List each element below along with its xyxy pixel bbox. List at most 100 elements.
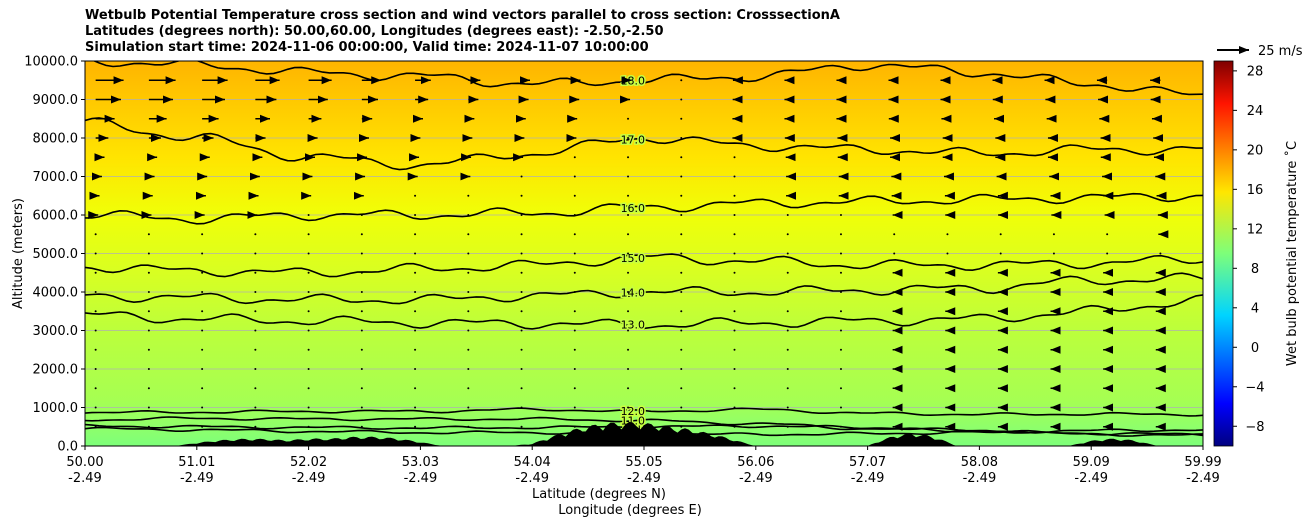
wind-vector [414,291,417,293]
wind-vector [839,310,842,313]
wind-vector [786,214,789,216]
colorbar-tick-label: −4 [1245,380,1264,395]
wind-vector [839,252,842,255]
wind-vector [467,214,470,216]
wind-vector [733,271,736,274]
wind-vector [307,233,310,236]
y-axis-label: Altitude (meters) [11,198,26,309]
wind-vectors [88,76,1169,431]
y-tick-label: 9000.0 [33,93,79,108]
x-tick-label-lon: -2.49 [68,471,102,486]
wind-vector [467,348,470,351]
wind-vector [520,194,523,197]
wind-vector [733,368,736,370]
x-tick-label-lat: 59.99 [1184,455,1221,470]
wind-vector [786,291,789,293]
wind-vector [520,406,523,409]
wind-vector [94,271,97,274]
wind-vector [786,425,789,428]
x-axis: 50.00-2.4951.01-2.4952.02-2.4953.03-2.49… [66,446,1222,486]
wind-vector [360,406,363,409]
chart-title-line-3: Simulation start time: 2024-11-06 00:00:… [85,40,649,55]
wind-vector [733,406,736,409]
colorbar-tick-label: 12 [1247,222,1264,237]
wind-vector [467,425,470,428]
wind-vector [573,252,576,255]
wind-vector [520,291,523,293]
x-tick-label-lat: 51.01 [178,455,215,470]
wind-vector [254,387,257,390]
wind-vector [680,329,683,332]
wind-vector [627,271,630,274]
colorbar [1213,60,1234,447]
wind-vector [201,329,204,332]
wind-vector [627,329,630,332]
wind-vector [307,368,310,370]
wind-vector [201,406,204,409]
wind-vector [360,233,363,236]
wind-vector [520,425,523,428]
x-tick-label-lon: -2.49 [739,471,773,486]
wind-vector [414,348,417,351]
wind-vector [147,406,150,409]
x-tick-label-lon: -2.49 [1186,471,1220,486]
wind-vector [254,329,257,332]
x-tick-label-lon: -2.49 [627,471,661,486]
wind-vector [201,368,204,370]
contour-label: 18.0 [621,75,646,88]
wind-vector [839,233,842,236]
contour-label: 12.0 [621,405,646,418]
wind-vector [1159,252,1162,255]
x-axis-label-latitude: Latitude (degrees N) [532,487,666,502]
y-tick-label: 3000.0 [33,324,79,339]
wind-vector [147,271,150,274]
wind-vector [733,310,736,313]
contour-line-11.0 [85,416,1203,437]
colorbar-tick-label: 0 [1251,341,1259,356]
y-tick-label: 7000.0 [33,170,79,185]
x-axis-label-longitude: Longitude (degrees E) [558,503,702,518]
wind-vector [147,329,150,332]
wind-vector [414,214,417,216]
wind-vector [520,368,523,370]
wind-vector [786,310,789,313]
contour-label: 15.0 [621,252,646,265]
wind-vector [680,252,683,255]
wind-vector [680,271,683,274]
terrain-silhouette [85,421,1203,446]
x-tick-label-lon: -2.49 [515,471,549,486]
wind-vector [839,329,842,332]
wind-vector [786,406,789,409]
wind-vector [94,348,97,351]
wind-vector [680,194,683,197]
wind-vector [414,329,417,332]
colorbar-label: Wet bulb potential temperature ˚C [1284,141,1300,366]
wind-vector [573,156,576,159]
wind-vector [786,348,789,351]
wind-vector [414,271,417,274]
wind-vector [1106,233,1109,236]
wind-vector [680,175,683,178]
wind-vector [946,233,949,236]
wind-vector [627,117,630,120]
wind-vector [360,214,363,216]
wind-vector [786,233,789,236]
wind-vector [627,348,630,351]
wind-vector [999,252,1002,255]
wind-vector [573,233,576,236]
wind-vector [839,214,842,216]
wind-vector [680,406,683,409]
colorbar-ticks: −8 −4 0 4 8 12 16 20 24 28 [1233,64,1265,435]
wind-vector [733,214,736,216]
wind-vector [627,387,630,390]
contour-line-13.0 [85,294,1203,330]
wind-vector [360,329,363,332]
wind-vector [733,387,736,390]
x-tick-label-lat: 52.02 [290,455,327,470]
wind-vector [307,329,310,332]
chart-title-line-1: Wetbulb Potential Temperature cross sect… [85,8,840,23]
wind-vector [147,310,150,313]
y-tick-label: 2000.0 [33,363,79,378]
wind-vector [627,291,630,293]
wind-vector [839,348,842,351]
